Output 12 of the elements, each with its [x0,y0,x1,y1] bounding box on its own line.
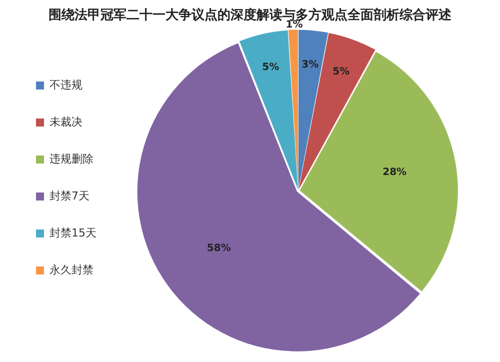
legend-label: 未裁决 [50,115,82,128]
legend-label: 封禁7天 [50,189,90,202]
data-label: 1% [286,19,303,30]
data-label: 3% [302,59,319,70]
legend-label: 违规删除 [50,152,94,166]
data-label: 5% [262,62,280,73]
data-label: 58% [206,243,231,254]
legend-label: 封禁15天 [50,226,96,240]
data-label: 28% [382,167,407,178]
data-label: 5% [332,66,350,78]
legend-label: 不违规 [50,78,82,92]
legend-label: 永久封禁 [50,263,94,276]
